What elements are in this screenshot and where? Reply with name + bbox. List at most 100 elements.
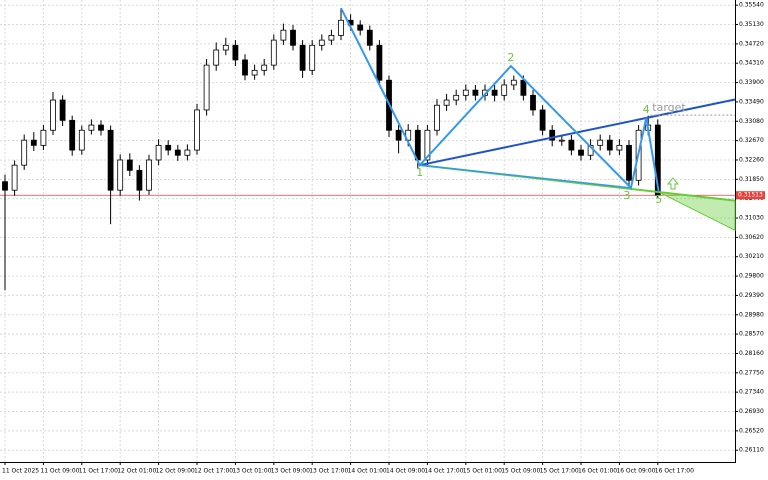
candle-body [290, 29, 296, 46]
candle-body [261, 64, 268, 71]
y-tick-label: 0.34310 [739, 60, 764, 67]
candle-body [242, 59, 248, 76]
candle-body [578, 149, 584, 156]
candle-body [30, 139, 37, 146]
x-tick-label: 14 Oct 09:00 [386, 468, 425, 475]
zigzag [340, 7, 660, 193]
x-tick-label: 12 Oct 09:00 [156, 468, 195, 475]
y-tick-label: 0.34720 [739, 40, 764, 47]
target-label: target [652, 101, 686, 114]
candle-body [203, 64, 210, 111]
buy-arrow [666, 177, 680, 190]
candle-body [520, 79, 527, 96]
candle-body [530, 94, 536, 111]
candle-body [318, 39, 325, 46]
y-tick-label: 0.35540 [739, 2, 764, 9]
candle-body [194, 109, 200, 151]
y-tick-label: 0.28980 [739, 311, 764, 318]
y-tick-label: 0.31030 [739, 215, 764, 222]
x-tick-label: 16 Oct 09:00 [616, 468, 655, 475]
x-tick-label: 11 Oct 17:00 [79, 468, 118, 475]
candle-body [146, 159, 152, 191]
y-tick-label: 0.29800 [739, 273, 764, 280]
y-tick-label: 0.27750 [739, 369, 764, 376]
candle-body [270, 39, 277, 66]
candle-body [414, 129, 421, 161]
y-tick-label: 0.26520 [739, 427, 764, 434]
candle-body [462, 89, 469, 96]
y-tick-label: 0.33900 [739, 79, 764, 86]
y-tick-label: 0.27340 [739, 389, 764, 396]
x-tick-label: 13 Oct 09:00 [271, 468, 310, 475]
candle-body [309, 44, 316, 71]
y-tick-label: 0.32260 [739, 156, 764, 163]
y-tick-label: 0.35130 [739, 21, 764, 28]
candle-body [443, 99, 450, 106]
y-tick-label: 0.26110 [739, 447, 764, 454]
point-label: 2 [507, 51, 514, 64]
candle-body [126, 159, 133, 171]
candle-body [136, 169, 143, 191]
candle-body [165, 144, 172, 151]
y-tick-label: 0.26930 [739, 408, 764, 415]
y-tick-label: 0.28160 [739, 350, 764, 357]
candle-body [174, 149, 181, 156]
candle-body [376, 44, 383, 81]
candle-body [213, 49, 220, 66]
price-tag [736, 191, 765, 200]
candle-body [11, 164, 18, 191]
candle-body [616, 144, 623, 151]
candle-body [50, 99, 56, 131]
point-label: 4 [643, 103, 650, 116]
candle-body [117, 159, 124, 191]
x-tick-label: 14 Oct 01:00 [348, 468, 387, 475]
candle-body [395, 129, 402, 141]
y-tick-label: 0.30620 [739, 234, 764, 241]
candle-body [558, 139, 565, 142]
candle-body [472, 89, 479, 96]
x-tick-label: 14 Oct 17:00 [424, 468, 463, 475]
candle-body [69, 119, 76, 151]
y-tick-label: 0.33490 [739, 98, 764, 105]
candle-body [222, 44, 229, 51]
candle-body [40, 129, 47, 146]
candle-body [606, 139, 613, 151]
x-tick-label: 16 Oct 01:00 [578, 468, 617, 475]
x-tick-label: 15 Oct 09:00 [501, 468, 540, 475]
candle-body [424, 129, 431, 161]
candle-body [549, 129, 556, 141]
x-tick-label: 13 Oct 01:00 [232, 468, 271, 475]
candle-body [107, 129, 114, 191]
candle-body [155, 144, 162, 161]
price-tag-label: 0.31513 [738, 192, 763, 199]
candle-body [21, 139, 28, 166]
y-tick-label: 0.28570 [739, 331, 764, 338]
point-label: 1 [416, 166, 423, 179]
candle-body [78, 129, 85, 151]
y-tick-label: 0.29390 [739, 292, 764, 299]
y-tick-label: 0.33080 [739, 118, 764, 125]
candle-body [299, 44, 306, 71]
candle-body [568, 139, 575, 151]
candle-body [2, 181, 8, 191]
candle-body [434, 104, 440, 131]
candle-body [280, 29, 287, 41]
candle-body [654, 124, 661, 196]
candle-body [98, 124, 104, 131]
candle-body [184, 149, 191, 156]
candle-body [453, 94, 460, 101]
candle-body [251, 69, 258, 76]
x-tick-label: 11 Oct 2025 [2, 468, 39, 475]
y-tick-label: 0.31850 [739, 176, 764, 183]
x-tick-label: 12 Oct 17:00 [194, 468, 233, 475]
x-tick-label: 12 Oct 01:00 [117, 468, 156, 475]
x-tick-label: 13 Oct 17:00 [309, 468, 348, 475]
candle-body [59, 99, 66, 121]
candle-body [338, 19, 344, 36]
candle-body [626, 144, 632, 181]
point-label: 5 [655, 193, 662, 206]
x-tick-label: 16 Oct 17:00 [655, 468, 694, 475]
candle-body [597, 139, 604, 146]
